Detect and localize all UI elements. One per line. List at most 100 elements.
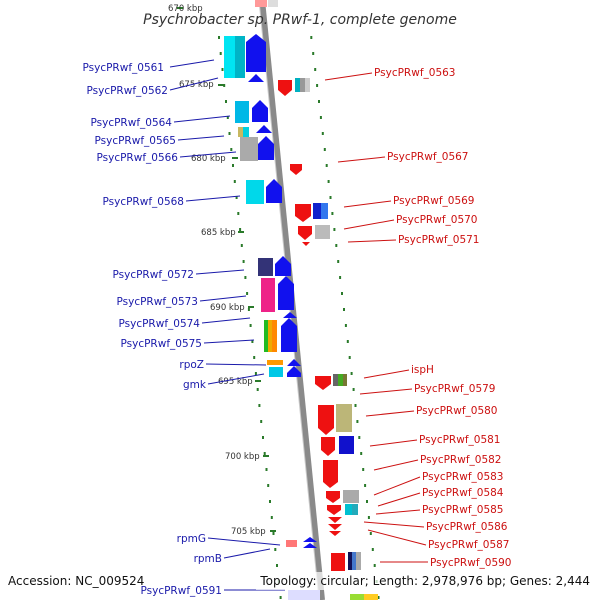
gene-feature — [224, 36, 235, 78]
gene-feature — [321, 203, 328, 219]
gene-label[interactable]: PsycPRwf_0571 — [398, 234, 480, 246]
tick-label: 685 kbp — [201, 228, 236, 238]
gene-feature — [348, 552, 352, 570]
gene-label[interactable]: PsycPRwf_0587 — [428, 539, 510, 551]
gene-feature — [345, 504, 352, 515]
gene-feature — [286, 540, 297, 547]
guide-dot — [247, 308, 250, 311]
gene-feature — [336, 404, 352, 432]
gene-feature — [295, 78, 300, 92]
gene-feature — [313, 203, 321, 219]
right-strand-features — [278, 78, 378, 600]
gene-label[interactable]: PsycPRwf_0575 — [121, 338, 203, 350]
guide-dot — [262, 436, 264, 439]
gene-arrow — [302, 242, 310, 246]
gene-arrow — [281, 318, 297, 352]
gene-feature — [261, 278, 275, 312]
gene-label[interactable]: PsycPRwf_0586 — [426, 521, 508, 533]
gene-label[interactable]: PsycPRwf_0569 — [393, 195, 475, 207]
gene-feature — [352, 504, 358, 515]
gene-label[interactable]: rpmG — [177, 533, 206, 545]
gene-label[interactable]: PsycPRwf_0562 — [87, 85, 169, 97]
gene-feature — [268, 320, 272, 352]
gene-label[interactable]: PsycPRwf_0583 — [422, 471, 504, 483]
gene-feature — [269, 367, 283, 377]
gene-label[interactable]: PsycPRwf_0565 — [95, 135, 177, 147]
gene-label[interactable]: PsycPRwf_0585 — [422, 504, 504, 516]
guide-dot — [316, 84, 319, 87]
guide-dot — [232, 164, 234, 167]
gene-feature — [288, 590, 320, 600]
guide-dot — [373, 564, 376, 567]
guide-dot — [362, 468, 365, 471]
guide-dot — [228, 132, 231, 135]
guide-dot — [237, 212, 240, 215]
guide-dot — [269, 500, 271, 503]
gene-label[interactable]: PsycPRwf_0590 — [430, 557, 512, 569]
gene-feature — [339, 436, 354, 454]
gene-arrow — [256, 125, 272, 133]
gene-feature — [352, 552, 356, 570]
guide-dot — [346, 340, 349, 343]
guide-dot — [233, 180, 236, 183]
gene-label[interactable]: PsycPRwf_0564 — [91, 117, 173, 129]
gene-arrow — [315, 376, 331, 390]
gene-label[interactable]: rpoZ — [179, 359, 204, 371]
guide-dot — [235, 196, 238, 199]
tick-labels: 670 kbp 675 kbp 680 kbp 685 kbp 690 kbp … — [168, 4, 266, 537]
gene-label[interactable]: PsycPRwf_0563 — [374, 67, 456, 79]
gene-arrow — [290, 164, 302, 175]
gene-label[interactable]: PsycPRwf_0566 — [97, 152, 179, 164]
guide-dot — [270, 516, 273, 519]
gene-arrow — [283, 312, 297, 318]
gene-label[interactable]: gmk — [183, 379, 207, 391]
guide-dot — [327, 180, 330, 183]
gene-label[interactable]: PsycPRwf_0568 — [103, 196, 185, 208]
guide-dot — [251, 340, 254, 343]
topology-text: Topology: circular; Length: 2,978,976 bp… — [259, 574, 590, 588]
guide-dot — [356, 420, 359, 423]
gene-label[interactable]: PsycPRwf_0579 — [414, 383, 496, 395]
gene-label[interactable]: PsycPRwf_0572 — [113, 269, 195, 281]
guide-dot — [377, 596, 380, 599]
gene-label[interactable]: PsycPRwf_0582 — [420, 454, 502, 466]
guide-dot — [253, 356, 256, 359]
gene-arrow — [266, 179, 282, 203]
guide-dot — [244, 276, 247, 279]
guide-dot — [344, 324, 347, 327]
gene-arrow — [318, 405, 334, 435]
gene-label[interactable]: PsycPRwf_0561 — [83, 62, 165, 74]
tick-label: 705 kbp — [231, 527, 266, 537]
guide-dot — [343, 308, 345, 311]
tick-label: 700 kbp — [225, 452, 260, 462]
guide-dot — [354, 404, 357, 407]
gene-label[interactable]: PsycPRwf_0584 — [422, 487, 504, 499]
guide-dot — [219, 52, 222, 55]
gene-label[interactable]: PsycPRwf_0574 — [119, 318, 201, 330]
guide-dot — [335, 244, 338, 247]
gene-label[interactable]: PsycPRwf_0570 — [396, 214, 478, 226]
gene-arrow — [327, 505, 341, 515]
gene-label[interactable]: PsycPRwf_0567 — [387, 151, 469, 163]
gene-feature — [343, 490, 359, 503]
guide-dot — [331, 212, 334, 215]
gene-feature — [258, 258, 273, 276]
gene-label[interactable]: rpmB — [194, 553, 222, 565]
guide-dot — [242, 260, 245, 263]
gene-arrow — [329, 531, 341, 536]
guide-dot — [276, 564, 278, 567]
tick-label: 695 kbp — [218, 377, 253, 387]
guide-dot — [230, 148, 233, 151]
guide-dot — [226, 116, 229, 119]
gene-label[interactable]: PsycPRwf_0591 — [141, 585, 223, 597]
gene-label[interactable]: PsycPRwf_0573 — [117, 296, 199, 308]
gene-label[interactable]: PsycPRwf_0581 — [419, 434, 501, 446]
gene-feature — [331, 553, 345, 571]
guide-dot — [318, 100, 320, 103]
gene-label[interactable]: PsycPRwf_0580 — [416, 405, 498, 417]
guide-dot — [279, 596, 282, 599]
guide-dot — [265, 468, 268, 471]
guide-dot — [258, 404, 261, 407]
guide-dot — [323, 148, 326, 151]
gene-label[interactable]: ispH — [411, 364, 434, 376]
